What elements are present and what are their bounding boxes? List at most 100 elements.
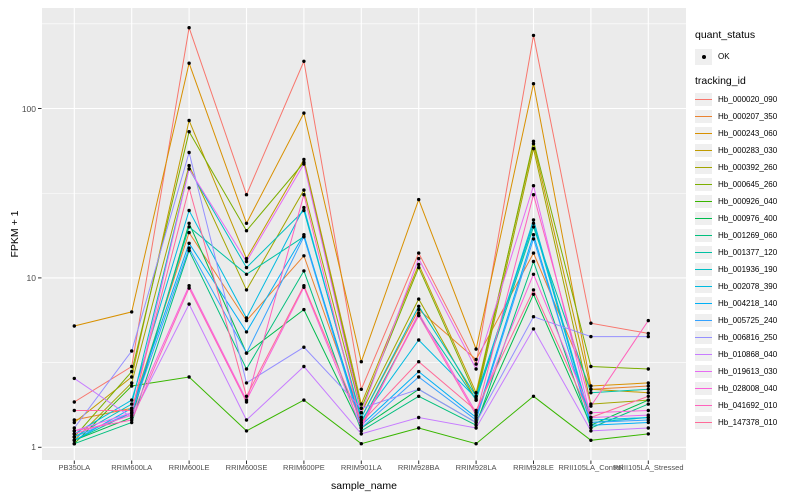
data-point [359, 418, 363, 422]
data-point [359, 426, 363, 430]
legend-item-label: Hb_006816_250 [718, 332, 778, 342]
data-point [531, 33, 536, 38]
legend-item-Hb_004218_140: Hb_004218_140 [695, 295, 777, 312]
data-point [417, 262, 421, 267]
data-point [417, 338, 421, 342]
data-point [244, 318, 249, 323]
data-point [302, 205, 306, 210]
data-point [302, 188, 306, 192]
data-point [474, 415, 478, 420]
legend: quant_status OK tracking_id Hb_000020_09… [692, 0, 800, 500]
data-point [531, 82, 536, 86]
legend-color-swatch [695, 211, 712, 225]
legend-line-icon [695, 337, 712, 338]
legend-color-swatch [695, 347, 712, 361]
data-point [531, 259, 536, 264]
data-point [646, 426, 650, 430]
data-point [359, 420, 363, 425]
legend-item-label: Hb_010868_040 [718, 349, 778, 359]
legend-line-icon [695, 320, 712, 321]
legend-item-label: Hb_000020_090 [718, 94, 778, 104]
y-tick-label: 1 [31, 442, 36, 453]
legend-item-Hb_019613_030: Hb_019613_030 [695, 363, 777, 380]
legend-item-label: Hb_001377_120 [718, 247, 778, 257]
x-tick-label: RRIM600PE [283, 463, 325, 472]
legend-line-icon [695, 184, 712, 185]
data-point [359, 387, 363, 391]
data-point [359, 411, 363, 415]
data-point [417, 265, 421, 270]
legend-item-label: Hb_000283_030 [718, 145, 778, 155]
legend-item-Hb_000926_040: Hb_000926_040 [695, 193, 777, 210]
data-point [417, 415, 421, 420]
legend-color-swatch [695, 126, 712, 140]
legend-color-swatch [695, 364, 712, 378]
data-point [646, 415, 650, 420]
data-point [130, 418, 134, 422]
legend-item-Hb_010868_040: Hb_010868_040 [695, 346, 777, 363]
legend-line-icon [695, 269, 712, 270]
data-point [417, 307, 421, 312]
data-point [244, 259, 249, 264]
data-point [531, 315, 536, 319]
data-point [474, 362, 478, 366]
x-tick-label: PB350LA [58, 463, 91, 472]
data-point [646, 402, 650, 406]
legend-item-Hb_000645_260: Hb_000645_260 [695, 176, 777, 193]
data-point [187, 284, 191, 288]
legend-color-swatch [695, 296, 712, 310]
data-point [187, 248, 191, 253]
data-point [474, 442, 478, 446]
legend-item-label: Hb_001269_060 [718, 230, 778, 240]
data-point [187, 61, 191, 65]
data-point [302, 307, 306, 312]
data-point [244, 394, 249, 398]
x-tick-label: RRIM901LA [340, 463, 382, 472]
x-tick-label: RRII105LA_Control [558, 463, 624, 472]
data-point [589, 429, 593, 433]
data-point [646, 367, 650, 371]
legend-line-icon [695, 303, 712, 304]
data-point [359, 423, 363, 427]
data-point [589, 415, 593, 420]
data-point [417, 426, 421, 430]
data-point [72, 408, 77, 413]
legend-line-icon [695, 354, 712, 355]
legend-item-Hb_006816_250: Hb_006816_250 [695, 329, 777, 346]
data-point [72, 400, 77, 404]
data-point [244, 381, 249, 385]
data-point [531, 225, 536, 229]
data-point [187, 221, 191, 225]
legend-line-icon [695, 388, 712, 389]
data-point [187, 286, 191, 290]
data-point [187, 167, 191, 171]
data-point [130, 364, 134, 369]
data-point [187, 130, 191, 134]
data-point [130, 375, 134, 379]
data-point [72, 438, 77, 442]
legend-line-icon [695, 201, 712, 202]
data-point [244, 272, 249, 276]
x-tick-label: RRII105LA_Stressed [613, 463, 684, 472]
data-point [474, 396, 478, 400]
x-tick-label: RRIM928LE [513, 463, 554, 472]
data-point [302, 345, 306, 349]
data-point [589, 404, 593, 408]
data-point [531, 146, 536, 151]
data-point [130, 369, 134, 374]
data-point [72, 418, 77, 422]
data-point [244, 193, 249, 197]
data-point [130, 415, 134, 420]
data-point [531, 327, 536, 331]
legend-item-label: Hb_000392_260 [718, 162, 778, 172]
legend-color-swatch [695, 262, 712, 276]
legend-line-icon [695, 371, 712, 372]
data-point [589, 391, 593, 395]
data-point [646, 391, 650, 395]
data-point [531, 237, 536, 241]
data-point [130, 408, 134, 413]
data-point [474, 413, 478, 417]
data-point [72, 435, 77, 439]
legend-item-label: Hb_001936_190 [718, 264, 778, 274]
